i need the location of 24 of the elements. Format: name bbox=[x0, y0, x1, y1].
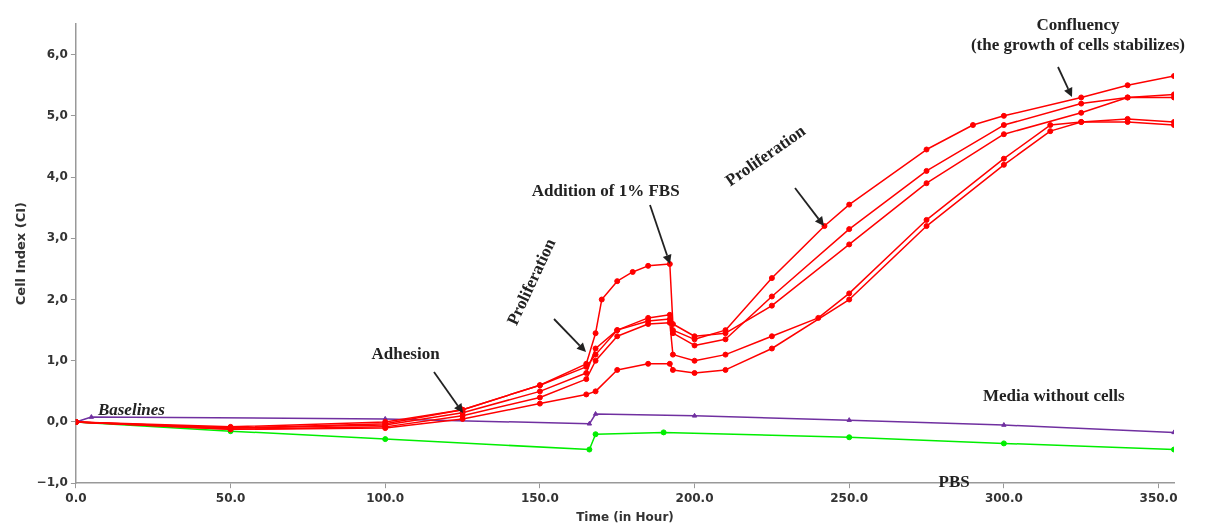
series-label: PBS bbox=[938, 471, 970, 492]
x-tick-label: 200.0 bbox=[675, 490, 714, 505]
y-tick-label: 5,0 bbox=[46, 107, 68, 122]
x-tick-label: 100.0 bbox=[366, 490, 405, 505]
x-tick-label: 300.0 bbox=[984, 490, 1023, 505]
annotation: Adhesion bbox=[371, 343, 440, 364]
y-tick-label: 0,0 bbox=[46, 414, 68, 429]
annotation: Confluency (the growth of cells stabilizes) bbox=[970, 15, 1185, 56]
x-tick-label: 250.0 bbox=[830, 490, 869, 505]
y-tick-label: 1,0 bbox=[46, 352, 68, 367]
annotation: Addition of 1% FBS bbox=[531, 181, 680, 201]
x-tick-label: 50.0 bbox=[215, 490, 246, 505]
x-tick-label: 150.0 bbox=[520, 490, 559, 505]
x-tick-label: 350.0 bbox=[1139, 490, 1178, 505]
y-tick-label: −1,0 bbox=[36, 475, 68, 490]
y-tick-label: 3,0 bbox=[46, 230, 68, 245]
y-tick-label: 4,0 bbox=[46, 169, 68, 184]
series-label: Media without cells bbox=[983, 386, 1125, 407]
annotation: Baselines bbox=[97, 399, 165, 420]
y-tick-label: 6,0 bbox=[46, 46, 68, 61]
x-tick-label: 0.0 bbox=[65, 490, 87, 505]
y-axis-title: Cell Index (CI) bbox=[13, 202, 29, 306]
x-axis-title: Time (in Hour) bbox=[576, 509, 674, 524]
y-tick-label: 2,0 bbox=[46, 291, 68, 306]
